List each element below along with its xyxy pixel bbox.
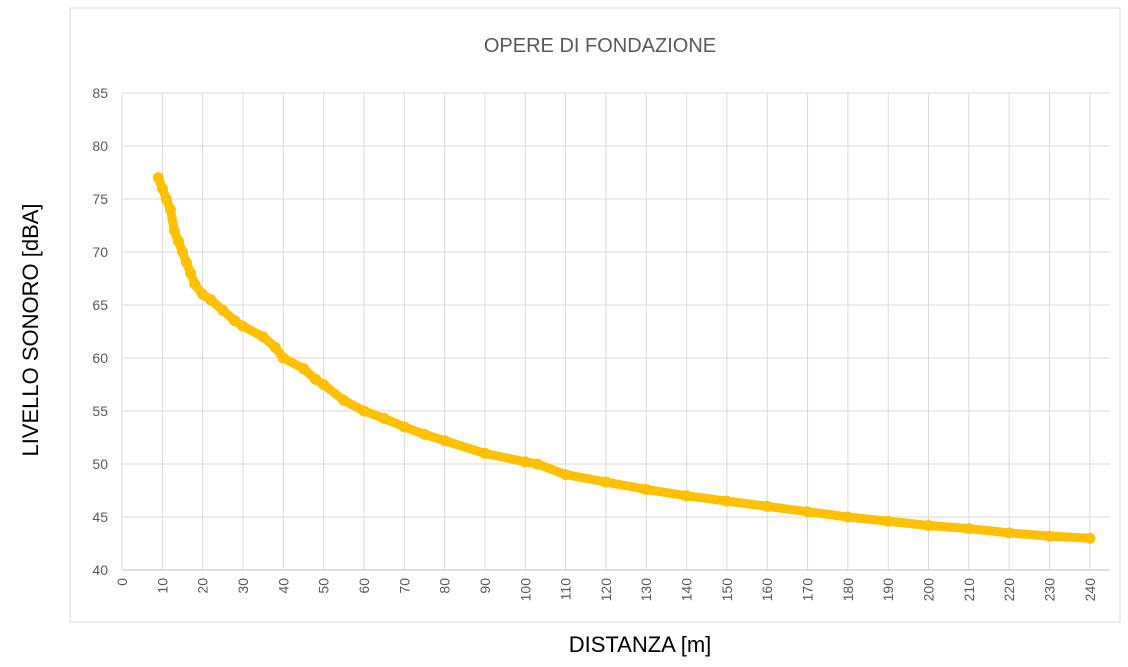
- data-point: [882, 515, 894, 527]
- data-point: [479, 447, 491, 459]
- data-point: [802, 506, 814, 518]
- chart-frame: [69, 7, 1121, 623]
- data-point: [681, 490, 693, 502]
- x-tick-label: 160: [759, 578, 775, 602]
- data-point: [297, 363, 309, 375]
- data-point: [172, 235, 184, 247]
- x-tick-label: 240: [1082, 578, 1098, 602]
- data-point: [237, 320, 249, 332]
- data-point: [842, 511, 854, 523]
- data-point: [156, 182, 168, 194]
- data-point: [197, 288, 209, 300]
- y-tick-label: 55: [92, 403, 108, 419]
- x-tick-label: 150: [719, 578, 735, 602]
- data-point: [257, 331, 269, 343]
- data-point: [217, 304, 229, 316]
- data-point: [721, 495, 733, 507]
- y-tick-label: 75: [92, 191, 108, 207]
- data-point: [378, 412, 390, 424]
- data-point: [185, 267, 197, 279]
- data-point: [160, 193, 172, 205]
- data-point: [269, 341, 281, 353]
- x-tick-label: 210: [961, 578, 977, 602]
- y-tick-label: 60: [92, 350, 108, 366]
- data-point: [560, 469, 572, 481]
- x-tick-label: 80: [437, 578, 453, 594]
- data-point: [205, 294, 217, 306]
- y-tick-label: 40: [92, 562, 108, 578]
- data-point: [189, 278, 201, 290]
- data-point: [229, 315, 241, 327]
- data-point: [531, 458, 543, 470]
- y-tick-label: 80: [92, 138, 108, 154]
- y-tick-label: 70: [92, 244, 108, 260]
- x-tick-label: 220: [1001, 578, 1017, 602]
- data-point: [923, 519, 935, 531]
- y-tick-label: 50: [92, 456, 108, 472]
- x-tick-label: 140: [679, 578, 695, 602]
- data-point: [181, 257, 193, 269]
- x-tick-label: 190: [880, 578, 896, 602]
- data-point: [418, 428, 430, 440]
- data-point: [640, 483, 652, 495]
- data-point: [358, 405, 370, 417]
- x-tick-label: 70: [396, 578, 412, 594]
- data-point: [963, 523, 975, 535]
- x-tick-label: 0: [114, 578, 130, 586]
- x-tick-label: 10: [154, 578, 170, 594]
- x-tick-label: 40: [275, 578, 291, 594]
- x-tick-label: 200: [921, 578, 937, 602]
- data-point: [164, 204, 176, 216]
- data-point: [519, 456, 531, 468]
- data-point: [1003, 527, 1015, 539]
- data-point: [1084, 532, 1096, 544]
- x-tick-label: 100: [517, 578, 533, 602]
- data-point: [176, 246, 188, 258]
- x-tick-label: 170: [800, 578, 816, 602]
- data-point: [761, 500, 773, 512]
- x-tick-label: 110: [558, 578, 574, 601]
- data-point: [1044, 530, 1056, 542]
- x-tick-label: 30: [235, 578, 251, 594]
- data-point: [439, 435, 451, 447]
- data-point: [310, 373, 322, 385]
- x-tick-label: 180: [840, 578, 856, 602]
- x-axis-title: DISTANZA [m]: [569, 632, 712, 657]
- data-point: [338, 394, 350, 406]
- data-point: [152, 172, 164, 184]
- x-tick-label: 120: [598, 578, 614, 602]
- data-point: [318, 379, 330, 390]
- data-point: [398, 421, 410, 433]
- x-tick-label: 130: [638, 578, 654, 602]
- y-tick-label: 65: [92, 297, 108, 313]
- y-axis-title: LIVELLO SONORO [dBA]: [18, 203, 43, 456]
- data-point: [168, 225, 180, 237]
- x-tick-label: 20: [195, 578, 211, 594]
- x-tick-label: 50: [316, 578, 332, 594]
- x-tick-label: 230: [1042, 578, 1058, 602]
- data-point: [277, 352, 289, 364]
- y-tick-label: 85: [92, 85, 108, 101]
- chart-title: OPERE DI FONDAZIONE: [484, 35, 716, 57]
- x-tick-label: 60: [356, 578, 372, 594]
- y-tick-label: 45: [92, 509, 108, 525]
- x-tick-label: 90: [477, 578, 493, 594]
- data-point: [600, 476, 612, 488]
